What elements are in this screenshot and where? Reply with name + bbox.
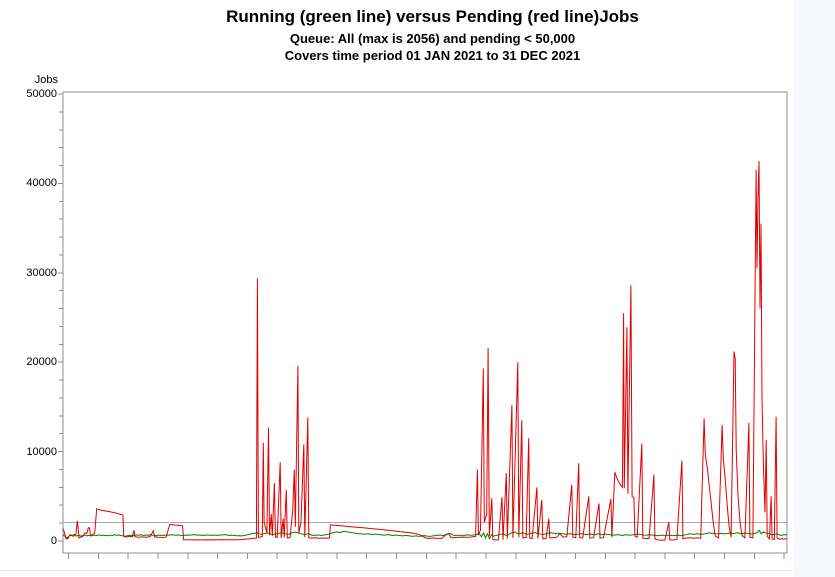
chart-title: Running (green line) versus Pending (red… bbox=[226, 7, 639, 26]
y-tick-label: 10000 bbox=[26, 445, 57, 458]
y-tick-label: 40000 bbox=[26, 177, 57, 190]
pending-line bbox=[62, 161, 788, 541]
y-axis-title: Jobs bbox=[34, 74, 58, 86]
bottom-border-line bbox=[0, 570, 793, 571]
chart-subtitle-period: Covers time period 01 JAN 2021 to 31 DEC… bbox=[284, 48, 581, 63]
y-tick-label: 0 bbox=[50, 535, 57, 547]
title-block: Running (green line) versus Pending (red… bbox=[30, 0, 835, 70]
y-axis-tick-labels: 0 10000 20000 30000 40000 50000 bbox=[0, 0, 57, 577]
y-tick-label: 30000 bbox=[26, 266, 57, 279]
y-tick-label: 20000 bbox=[26, 356, 57, 369]
chart-subtitle-queue: Queue: All (max is 2056) and pending < 5… bbox=[289, 31, 576, 46]
y-tick-label: 50000 bbox=[26, 88, 57, 100]
right-margin-strip bbox=[793, 0, 835, 577]
plot-border bbox=[62, 91, 788, 554]
